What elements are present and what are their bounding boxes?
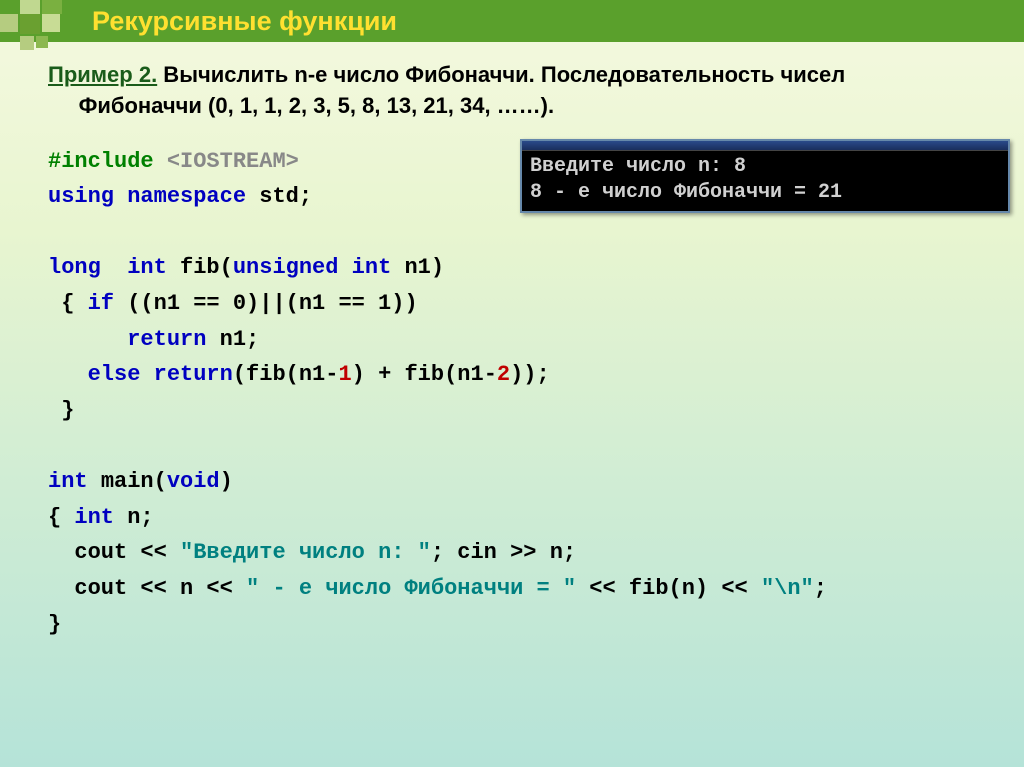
return-kw: return — [127, 327, 206, 352]
int-kw: int — [101, 255, 180, 280]
logo-square — [20, 14, 40, 34]
namespace-kw: namespace — [114, 184, 259, 209]
n1-param: n1) — [404, 255, 444, 280]
main-paren-open: ( — [154, 469, 167, 494]
task-text-2: Фибоначчи (0, 1, 1, 2, 3, 5, 8, 13, 21, … — [79, 93, 555, 118]
main-close-brace: } — [48, 612, 61, 637]
console-titlebar — [522, 141, 1008, 151]
logo-square — [42, 14, 60, 32]
cout1-sc: ; — [431, 540, 457, 565]
body-open: { — [48, 291, 88, 316]
main-name: main — [101, 469, 154, 494]
fib-name: fib( — [180, 255, 233, 280]
int-kw-2: int — [74, 505, 114, 530]
example-label: Пример 2. — [48, 62, 157, 87]
int-n: n; — [114, 505, 154, 530]
using-kw: using — [48, 184, 114, 209]
include-directive: #include — [48, 149, 167, 174]
console-line-2: 8 - е число Фибоначчи = 21 — [530, 181, 842, 204]
brace-close: } — [48, 398, 74, 423]
main-open-brace: { — [48, 505, 74, 530]
cout2: cout — [74, 576, 127, 601]
slide-header: Рекурсивные функции — [0, 0, 1024, 42]
long-kw: long — [48, 255, 101, 280]
main-paren-close: ) — [220, 469, 233, 494]
slide-content: Пример 2. Вычислить n-е число Фибоначчи.… — [0, 42, 1024, 642]
code-block: #include <IOSTREAM> using namespace std;… — [48, 144, 1010, 643]
if-kw: if — [88, 291, 114, 316]
return-open: (fib(n1- — [233, 362, 339, 387]
return-mid: ) + fib(n1- — [352, 362, 497, 387]
slide-title: Рекурсивные функции — [92, 6, 397, 37]
return-n1: n1; — [206, 327, 259, 352]
cin-rest: >> n; — [497, 540, 576, 565]
cout2-op1: << n << — [127, 576, 246, 601]
cout2-op2: << fib(n) << — [576, 576, 761, 601]
cout1: cout — [74, 540, 127, 565]
task-description: Пример 2. Вычислить n-е число Фибоначчи.… — [48, 60, 1010, 122]
cout1-str: "Введите число n: " — [180, 540, 431, 565]
if-cond: ((n1 == 0)||(n1 == 1)) — [114, 291, 418, 316]
logo-square — [0, 14, 18, 32]
int2-kw: int — [338, 255, 404, 280]
console-window: Введите число n: 8 8 - е число Фибоначчи… — [520, 139, 1010, 213]
return2-kw: return — [140, 362, 232, 387]
logo-square — [20, 0, 40, 14]
two-literal: 2 — [497, 362, 510, 387]
std-text: std; — [259, 184, 312, 209]
task-text-1: Вычислить n-е число Фибоначчи. Последова… — [157, 62, 845, 87]
return-close: )); — [510, 362, 550, 387]
cin-kw: cin — [457, 540, 497, 565]
cout2-nl: "\n" — [761, 576, 814, 601]
unsigned-kw: unsigned — [233, 255, 339, 280]
cout2-str1: " - e число Фибоначчи = " — [246, 576, 576, 601]
cout1-op: << — [127, 540, 180, 565]
console-line-1: Введите число n: 8 — [530, 155, 746, 178]
cout2-end: ; — [814, 576, 827, 601]
main-int: int — [48, 469, 101, 494]
console-output: Введите число n: 8 8 - е число Фибоначчи… — [522, 151, 1008, 211]
one-literal: 1 — [338, 362, 351, 387]
include-header: <IOSTREAM> — [167, 149, 299, 174]
void-kw: void — [167, 469, 220, 494]
logo-square — [42, 0, 62, 14]
else-kw: else — [88, 362, 141, 387]
